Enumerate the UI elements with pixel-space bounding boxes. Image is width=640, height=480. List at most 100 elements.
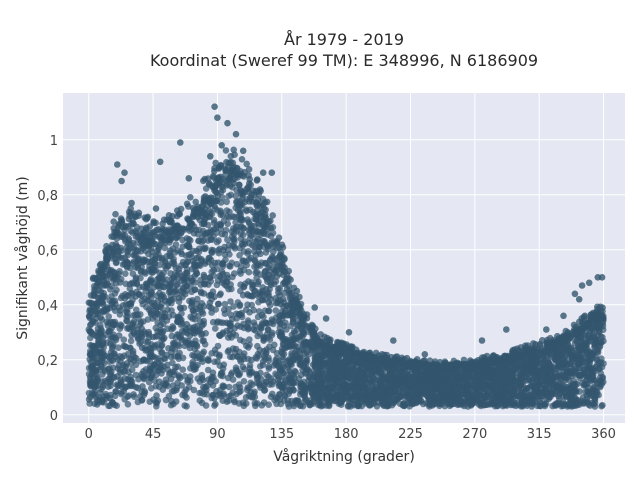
data-point <box>115 344 122 352</box>
data-point <box>413 395 420 402</box>
data-point <box>216 272 223 280</box>
data-point <box>198 257 205 265</box>
data-point <box>91 383 98 390</box>
data-point <box>579 394 587 401</box>
data-point <box>272 357 279 364</box>
data-point <box>295 375 303 382</box>
data-point <box>211 402 218 409</box>
data-point <box>150 396 157 403</box>
data-point <box>350 362 358 370</box>
data-point <box>423 399 430 407</box>
data-point <box>580 399 588 407</box>
data-point <box>243 306 250 314</box>
data-point <box>105 313 112 320</box>
data-point <box>269 346 277 354</box>
data-point <box>168 259 176 267</box>
data-point <box>591 403 599 410</box>
data-point <box>531 396 538 404</box>
data-point <box>221 300 229 308</box>
data-point <box>154 310 161 317</box>
data-point <box>455 374 462 382</box>
data-point <box>256 363 264 370</box>
data-point <box>106 327 114 335</box>
data-point <box>134 247 142 255</box>
data-point <box>225 305 232 313</box>
data-point <box>155 275 163 283</box>
data-point <box>348 368 355 376</box>
data-point <box>135 257 142 264</box>
data-point <box>251 257 258 264</box>
data-point <box>147 310 155 317</box>
data-point <box>524 359 531 367</box>
data-point <box>216 332 224 340</box>
data-point <box>377 392 384 399</box>
data-point <box>364 361 371 368</box>
data-point <box>186 344 194 352</box>
data-point <box>94 301 101 308</box>
data-point <box>233 310 240 318</box>
data-point <box>503 386 510 394</box>
data-point <box>182 261 189 269</box>
data-point <box>151 302 159 310</box>
data-point <box>266 285 273 293</box>
data-point <box>190 386 198 394</box>
data-point <box>380 401 387 409</box>
data-point <box>87 364 95 372</box>
data-point <box>244 250 252 257</box>
data-point <box>224 348 232 356</box>
data-point <box>228 228 236 235</box>
data-point <box>118 390 125 398</box>
data-point <box>236 336 244 344</box>
data-point <box>200 220 208 227</box>
data-point <box>181 342 189 350</box>
data-point <box>518 374 526 381</box>
data-point <box>240 378 248 385</box>
data-point <box>319 394 327 401</box>
data-point <box>156 261 163 269</box>
data-point <box>194 322 201 330</box>
data-point <box>124 325 131 332</box>
data-point <box>247 379 254 387</box>
data-point <box>92 394 100 401</box>
data-point <box>475 401 483 408</box>
data-point <box>303 349 311 356</box>
data-point <box>112 388 120 395</box>
data-point <box>511 392 519 399</box>
data-point <box>246 235 254 242</box>
data-point <box>255 308 263 315</box>
data-point <box>371 384 379 391</box>
data-point <box>100 289 107 297</box>
data-point <box>257 250 264 258</box>
data-point <box>216 291 224 299</box>
data-point <box>253 268 261 276</box>
data-point <box>228 233 236 240</box>
data-point <box>225 383 233 391</box>
data-point <box>344 403 352 410</box>
data-point <box>600 360 607 367</box>
data-point <box>128 279 136 287</box>
data-point <box>201 280 209 288</box>
data-point <box>168 388 176 395</box>
data-point <box>261 386 269 394</box>
data-point <box>133 306 140 314</box>
data-point <box>98 354 105 362</box>
data-point <box>120 336 128 344</box>
data-point <box>113 381 121 389</box>
data-point <box>127 300 135 307</box>
data-point <box>139 383 146 390</box>
data-point <box>145 334 153 341</box>
data-point <box>227 298 234 305</box>
data-point <box>473 390 480 398</box>
data-point <box>243 386 251 394</box>
data-point <box>169 382 177 389</box>
data-point <box>204 366 212 374</box>
data-point <box>523 392 530 400</box>
data-point <box>151 342 159 349</box>
data-point <box>257 324 265 332</box>
data-point <box>148 364 156 372</box>
data-point <box>492 386 500 393</box>
data-point <box>593 354 600 362</box>
data-point <box>148 289 155 297</box>
data-point <box>140 374 147 382</box>
data-point <box>117 369 124 376</box>
